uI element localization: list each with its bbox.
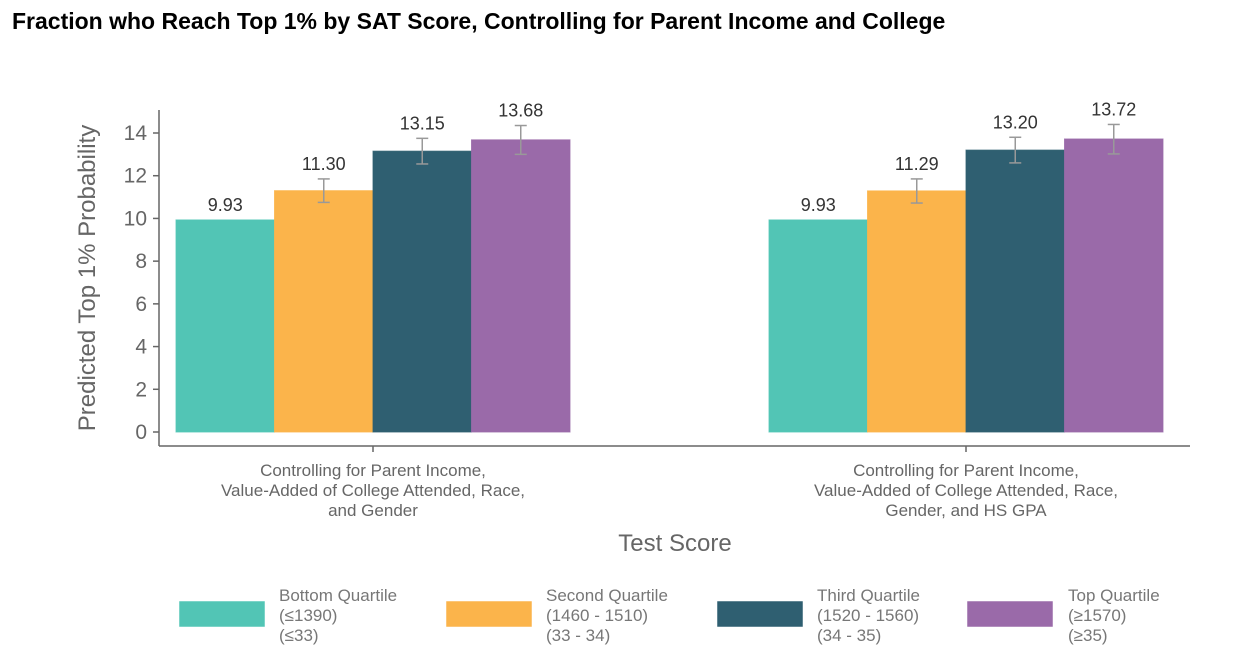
x-category-label: Controlling for Parent Income, (853, 461, 1079, 480)
bar (175, 219, 275, 433)
bar (768, 219, 868, 433)
data-label: 9.93 (801, 195, 836, 215)
legend-swatch (446, 601, 532, 627)
legend-label: (1460 - 1510) (546, 606, 648, 625)
data-label: 13.72 (1091, 99, 1136, 119)
legend-label: (≤1390) (279, 606, 337, 625)
data-label: 11.30 (302, 154, 346, 174)
chart-title: Fraction who Reach Top 1% by SAT Score, … (12, 8, 946, 34)
x-category-label: Value-Added of College Attended, Race, (814, 481, 1118, 500)
y-tick-label: 10 (124, 207, 147, 230)
legend-label: (≤33) (279, 626, 319, 645)
legend-label: (≥1570) (1068, 606, 1126, 625)
legend-label: Top Quartile (1068, 586, 1160, 605)
y-tick-label: 2 (135, 378, 147, 401)
legend-label: (≥35) (1068, 626, 1108, 645)
bar (274, 190, 374, 433)
y-tick-label: 12 (124, 165, 147, 188)
data-label: 13.20 (993, 112, 1038, 132)
legend-label: (34 - 35) (817, 626, 881, 645)
x-category-label: Gender, and HS GPA (885, 501, 1047, 520)
bar (471, 139, 571, 433)
legend-label: (1520 - 1560) (817, 606, 919, 625)
data-label: 9.93 (208, 195, 243, 215)
y-tick-label: 0 (135, 421, 147, 444)
x-category-label: Controlling for Parent Income, (260, 461, 486, 480)
y-tick-label: 8 (135, 250, 147, 273)
x-axis-title: Test Score (618, 530, 731, 557)
bar (372, 150, 472, 433)
bar (965, 149, 1065, 433)
legend-swatch (967, 601, 1053, 627)
y-tick-label: 6 (135, 293, 147, 316)
data-label: 13.68 (498, 101, 543, 121)
bar (1064, 138, 1164, 433)
x-category-label: Value-Added of College Attended, Race, (221, 481, 525, 500)
data-label: 13.15 (400, 113, 445, 133)
legend-label: Third Quartile (817, 586, 920, 605)
y-tick-label: 4 (135, 336, 147, 359)
data-label: 11.29 (895, 154, 939, 174)
y-tick-label: 14 (124, 122, 148, 145)
legend-swatch (717, 601, 803, 627)
legend-label: Bottom Quartile (279, 586, 397, 605)
x-category-label: and Gender (328, 501, 418, 520)
legend-label: Second Quartile (546, 586, 668, 605)
legend-label: (33 - 34) (546, 626, 610, 645)
legend-swatch (179, 601, 265, 627)
y-axis-title: Predicted Top 1% Probability (74, 125, 101, 431)
bar (867, 190, 967, 433)
